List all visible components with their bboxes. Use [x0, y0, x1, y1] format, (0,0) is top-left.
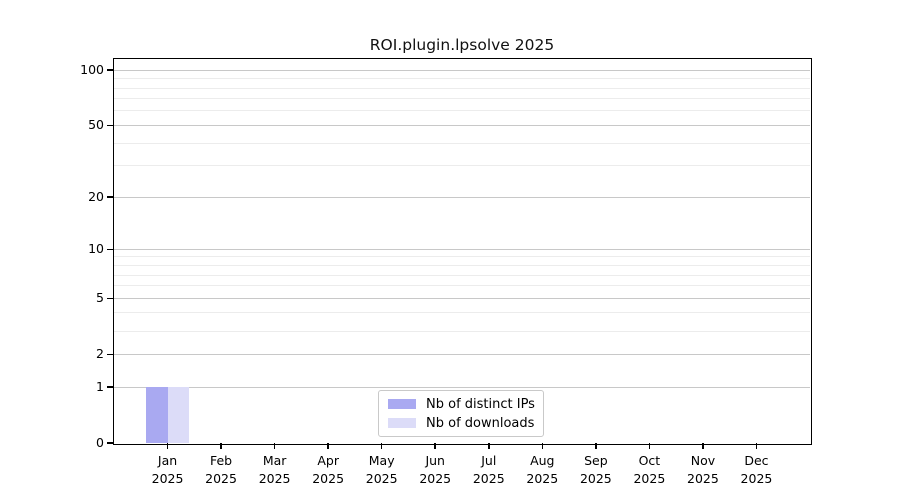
x-tick-label-oct: Oct 2025 — [609, 452, 689, 488]
gridline-major-2 — [114, 353, 810, 355]
gridline-major-20 — [114, 196, 810, 198]
x-tick-year: 2025 — [526, 471, 559, 486]
x-tick-month: May — [368, 453, 395, 468]
x-tick-month: Mar — [262, 453, 287, 468]
gridline-major-50 — [114, 124, 810, 126]
gridline-minor-90 — [114, 78, 810, 80]
y-tick-label-10: 10 — [88, 241, 104, 257]
x-tick-month: Dec — [744, 453, 769, 468]
x-tick-mark-dec — [755, 443, 758, 449]
x-tick-year: 2025 — [258, 471, 291, 486]
y-tick-label-0: 0 — [96, 435, 104, 450]
gridline-major-5 — [114, 297, 810, 299]
legend: Nb of distinct IPs Nb of downloads — [378, 390, 544, 437]
gridline-minor-80 — [114, 87, 810, 89]
x-tick-month: Jun — [425, 453, 445, 468]
x-tick-month: Oct — [638, 453, 661, 468]
x-tick-year: 2025 — [633, 471, 666, 486]
x-tick-mark-jan — [166, 443, 169, 449]
legend-label-downloads: Nb of downloads — [426, 415, 535, 431]
x-tick-year: 2025 — [472, 471, 505, 486]
gridline-major-10 — [114, 248, 810, 250]
legend-swatch-downloads — [388, 418, 416, 428]
chart-title: ROI.plugin.lpsolve 2025 — [369, 36, 555, 54]
gridline-minor-6 — [114, 285, 810, 287]
x-tick-label-jan: Jan 2025 — [128, 452, 208, 488]
x-tick-mark-jun — [434, 443, 436, 449]
y-tick-label-2: 2 — [96, 346, 104, 362]
y-tick-mark-20 — [107, 196, 114, 198]
gridline-minor-3 — [114, 330, 810, 332]
gridline-minor-8 — [114, 265, 810, 266]
y-tick-mark-10 — [107, 248, 114, 251]
y-tick-label-100: 100 — [80, 62, 104, 78]
legend-label-distinct-ips: Nb of distinct IPs — [426, 396, 535, 412]
x-tick-year: 2025 — [419, 471, 452, 486]
x-tick-year: 2025 — [205, 471, 237, 486]
y-tick-mark-50 — [107, 124, 114, 127]
x-tick-label-may: May 2025 — [342, 452, 422, 488]
x-tick-year: 2025 — [365, 471, 398, 486]
y-tick-mark-5 — [107, 297, 114, 299]
x-tick-month: Sep — [584, 453, 608, 468]
x-tick-label-feb: Feb 2025 — [181, 452, 261, 488]
x-tick-label-apr: Apr 2025 — [288, 452, 368, 488]
x-tick-month: Jan — [157, 453, 178, 468]
x-tick-label-aug: Aug 2025 — [502, 452, 582, 488]
x-tick-mark-feb — [220, 443, 222, 449]
x-tick-mark-nov — [702, 443, 704, 449]
x-tick-mark-aug — [541, 443, 544, 449]
x-tick-mark-mar — [273, 443, 276, 449]
x-tick-mark-sep — [595, 443, 597, 449]
x-tick-label-jul: Jul 2025 — [449, 452, 529, 488]
gridline-minor-60 — [114, 110, 810, 112]
gridline-minor-7 — [114, 274, 810, 276]
x-tick-year: 2025 — [687, 471, 719, 486]
x-tick-label-dec: Dec 2025 — [716, 452, 796, 488]
x-tick-month: Apr — [317, 453, 339, 468]
x-tick-year: 2025 — [312, 471, 345, 486]
legend-swatch-distinct-ips — [388, 399, 416, 409]
bar-nb-of-downloads-jan — [167, 387, 190, 443]
gridline-major-1 — [114, 386, 810, 388]
y-tick-label-5: 5 — [96, 290, 104, 306]
gridline-major-100 — [114, 69, 810, 71]
x-tick-year: 2025 — [579, 471, 612, 486]
bar-nb-of-distinct-ips-jan — [146, 387, 168, 443]
x-tick-mark-apr — [327, 443, 329, 449]
y-tick-mark-100 — [107, 69, 114, 71]
x-tick-month: Aug — [530, 453, 555, 468]
x-tick-month: Nov — [690, 453, 716, 468]
y-tick-mark-2 — [107, 353, 114, 355]
y-tick-label-20: 20 — [88, 189, 104, 205]
y-tick-mark-0 — [107, 442, 114, 444]
x-tick-label-nov: Nov 2025 — [663, 452, 743, 488]
x-tick-month: Feb — [209, 453, 233, 468]
x-tick-mark-may — [380, 443, 383, 449]
x-tick-year: 2025 — [151, 471, 184, 486]
x-tick-label-jun: Jun 2025 — [395, 452, 475, 488]
x-tick-mark-oct — [648, 443, 651, 449]
x-tick-year: 2025 — [740, 471, 773, 486]
y-tick-label-1: 1 — [96, 379, 104, 394]
gridline-minor-40 — [114, 142, 810, 144]
gridline-minor-4 — [114, 312, 810, 314]
gridline-minor-30 — [114, 165, 810, 167]
gridline-minor-9 — [114, 256, 810, 258]
x-tick-mark-jul — [488, 443, 490, 449]
gridline-minor-70 — [114, 98, 810, 100]
y-tick-mark-1 — [107, 386, 114, 388]
legend-item-distinct-ips: Nb of distinct IPs — [388, 396, 535, 412]
legend-item-downloads: Nb of downloads — [388, 416, 534, 431]
y-tick-label-50: 50 — [88, 117, 104, 133]
x-tick-label-mar: Mar 2025 — [235, 452, 315, 488]
x-tick-month: Jul — [481, 453, 497, 468]
x-tick-label-sep: Sep 2025 — [556, 452, 636, 488]
